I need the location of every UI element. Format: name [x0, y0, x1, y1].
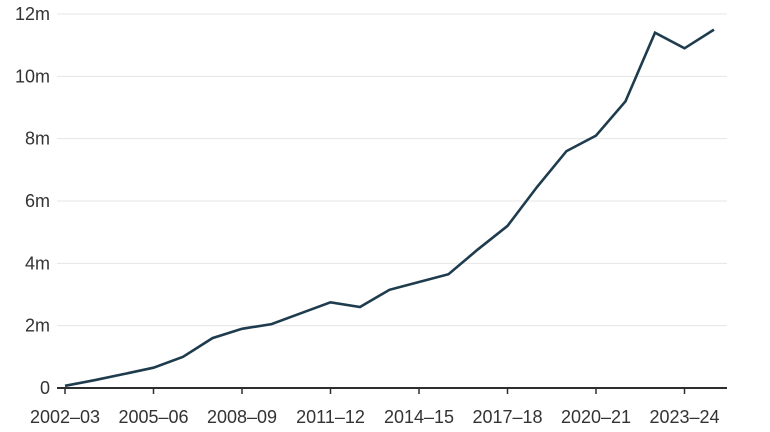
x-axis-tick-label: 2002–03: [30, 407, 100, 427]
data-line-series: [64, 28, 715, 388]
x-axis-tick-label: 2020–21: [561, 407, 631, 427]
y-axis-tick-label: 12m: [15, 4, 50, 24]
x-axis-tick-label: 2014–15: [384, 407, 454, 427]
y-axis-tick-label: 4m: [25, 253, 50, 273]
y-axis-tick-label: 2m: [25, 316, 50, 336]
x-axis-tick-label: 2008–09: [207, 407, 277, 427]
y-axis-tick-label: 10m: [15, 66, 50, 86]
y-axis-tick-label: 8m: [25, 129, 50, 149]
x-axis-tick-label: 2005–06: [118, 407, 188, 427]
y-axis-tick-label: 0: [40, 378, 50, 398]
x-axis-tick-label: 2011–12: [296, 407, 365, 427]
y-axis-tick-label: 6m: [25, 191, 50, 211]
x-axis-tick-label: 2017–18: [472, 407, 542, 427]
x-axis-tick-label: 2023–24: [649, 407, 719, 427]
